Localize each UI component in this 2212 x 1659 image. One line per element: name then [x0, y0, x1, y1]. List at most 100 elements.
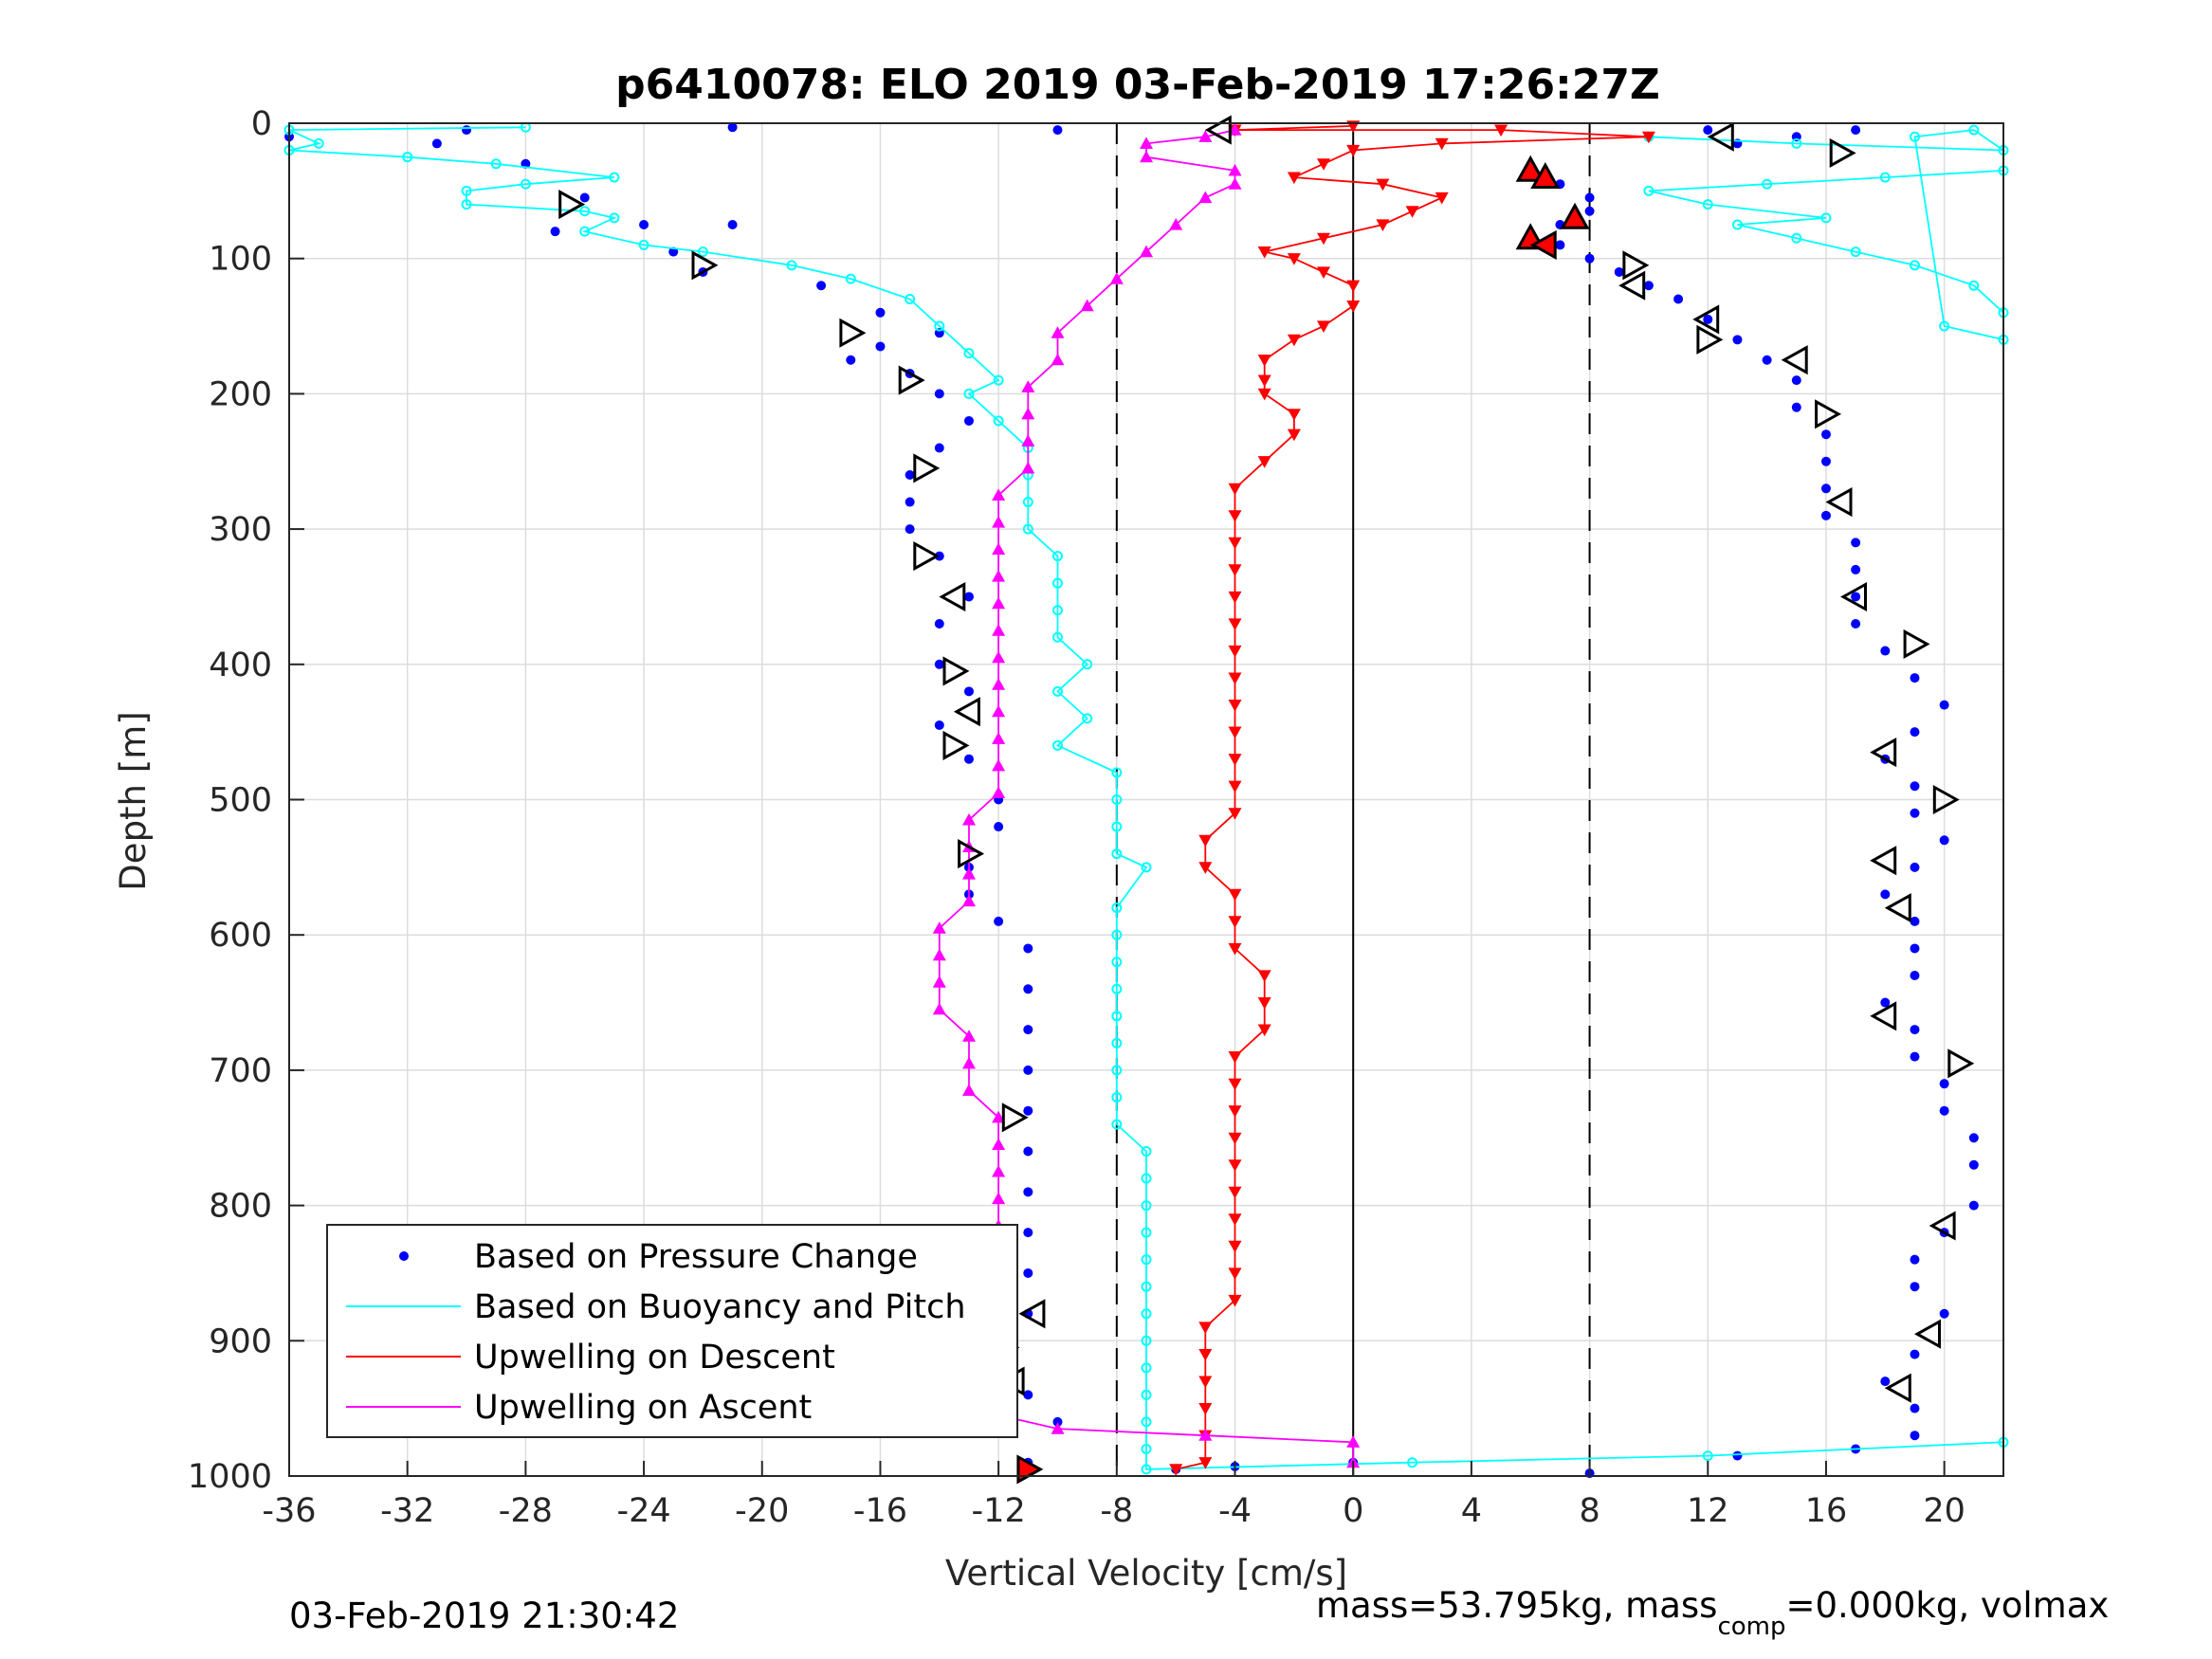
data-point	[1228, 537, 1242, 550]
footer-mass-prefix: mass=53.795kg, mass	[1316, 1585, 1717, 1626]
data-point	[402, 152, 413, 163]
data-point	[994, 916, 1004, 926]
legend-entry: Upwelling on Ascent	[474, 1389, 812, 1427]
data-point	[1732, 335, 1743, 345]
data-point	[932, 948, 946, 961]
x-axis-label: Vertical Velocity [cm/s]	[945, 1553, 1347, 1594]
data-point	[1051, 739, 1063, 751]
data-point	[1317, 232, 1330, 246]
x-tick-labels: -36 -32 -28 -24 -20 -16 -12 -8 -4 0 4 8 12 16 20	[262, 1461, 1965, 1530]
reversal-marker	[1622, 250, 1650, 281]
data-point	[1228, 888, 1242, 902]
data-point	[1910, 1431, 1920, 1441]
data-point	[1939, 320, 1950, 332]
reversal-marker	[1825, 487, 1853, 518]
data-point	[1317, 266, 1330, 279]
data-point	[1140, 137, 1153, 149]
data-point	[1111, 902, 1123, 914]
data-point	[1228, 672, 1242, 685]
data-point	[1082, 713, 1093, 724]
data-point	[1198, 191, 1213, 204]
data-point	[1287, 428, 1301, 442]
data-point	[962, 812, 976, 826]
data-point	[1641, 131, 1655, 144]
legend-swatch	[399, 1251, 409, 1261]
data-point	[992, 650, 1006, 664]
data-point	[1228, 177, 1242, 190]
data-point	[1111, 794, 1123, 805]
reversal-marker	[898, 365, 925, 395]
data-point	[1141, 1335, 1152, 1346]
reversal-marker	[1840, 581, 1867, 612]
data-point	[1140, 245, 1153, 258]
data-point	[1141, 1227, 1152, 1238]
data-point	[1910, 673, 1920, 684]
reversal-marker	[1707, 121, 1734, 152]
data-point	[1140, 150, 1153, 163]
data-point	[1198, 130, 1213, 142]
data-point	[1910, 1051, 1920, 1062]
data-point	[1022, 497, 1033, 508]
x-tick-label: -8	[1100, 1492, 1133, 1530]
x-tick-label: -32	[380, 1492, 434, 1530]
data-point	[1731, 219, 1743, 230]
data-point	[1141, 1362, 1152, 1374]
data-point	[1851, 618, 1861, 629]
data-point	[1673, 294, 1684, 304]
data-point	[1228, 483, 1242, 496]
data-point	[1968, 280, 1980, 291]
data-point	[1346, 1435, 1361, 1448]
data-point	[934, 443, 944, 453]
data-point	[579, 192, 590, 203]
data-point	[1820, 429, 1831, 440]
data-point	[1023, 1025, 1033, 1035]
data-point	[1228, 1159, 1242, 1172]
reversal-marker	[939, 581, 966, 612]
data-point	[697, 246, 708, 258]
data-point	[1762, 355, 1772, 365]
data-point	[1910, 808, 1920, 818]
data-point	[1228, 1105, 1242, 1118]
reversal-marker	[839, 318, 867, 348]
data-point	[1791, 375, 1801, 386]
data-point	[992, 786, 1006, 798]
data-point	[1141, 1254, 1152, 1266]
data-point	[1939, 1308, 1949, 1319]
data-point	[1023, 1105, 1033, 1116]
data-point	[1141, 862, 1152, 873]
data-point	[1346, 144, 1361, 157]
y-tick-label: 700	[209, 1052, 272, 1090]
data-point	[1141, 1200, 1152, 1212]
data-point	[1346, 280, 1361, 293]
data-point	[1198, 1457, 1213, 1469]
data-point	[1051, 577, 1063, 589]
data-point	[1228, 942, 1242, 956]
data-point	[1317, 158, 1330, 171]
data-point	[1910, 1403, 1920, 1413]
reversal-marker	[913, 541, 941, 572]
data-point	[1257, 388, 1271, 401]
data-point	[1198, 1349, 1213, 1361]
data-point	[1820, 483, 1831, 494]
data-point	[1376, 219, 1390, 231]
data-point	[1407, 1457, 1418, 1468]
x-tick-label: 12	[1687, 1492, 1729, 1530]
data-point	[1169, 1464, 1183, 1476]
series-layer	[283, 120, 2009, 1479]
data-point	[1111, 983, 1123, 994]
data-point	[1111, 929, 1123, 940]
data-point	[962, 1030, 976, 1042]
data-point	[1228, 1078, 1242, 1091]
data-point	[1820, 212, 1832, 224]
data-point	[1909, 260, 1920, 271]
data-point	[520, 178, 531, 190]
reversal-marker	[1903, 629, 1930, 659]
footer-timestamp: 03-Feb-2019 21:30:42	[289, 1595, 679, 1636]
data-point	[1257, 246, 1271, 259]
data-point	[1435, 137, 1449, 151]
data-point	[1257, 456, 1271, 468]
data-point	[579, 206, 591, 217]
legend: Based on Pressure Change Based on Buoyanc…	[326, 1224, 1018, 1438]
data-point	[932, 975, 946, 988]
